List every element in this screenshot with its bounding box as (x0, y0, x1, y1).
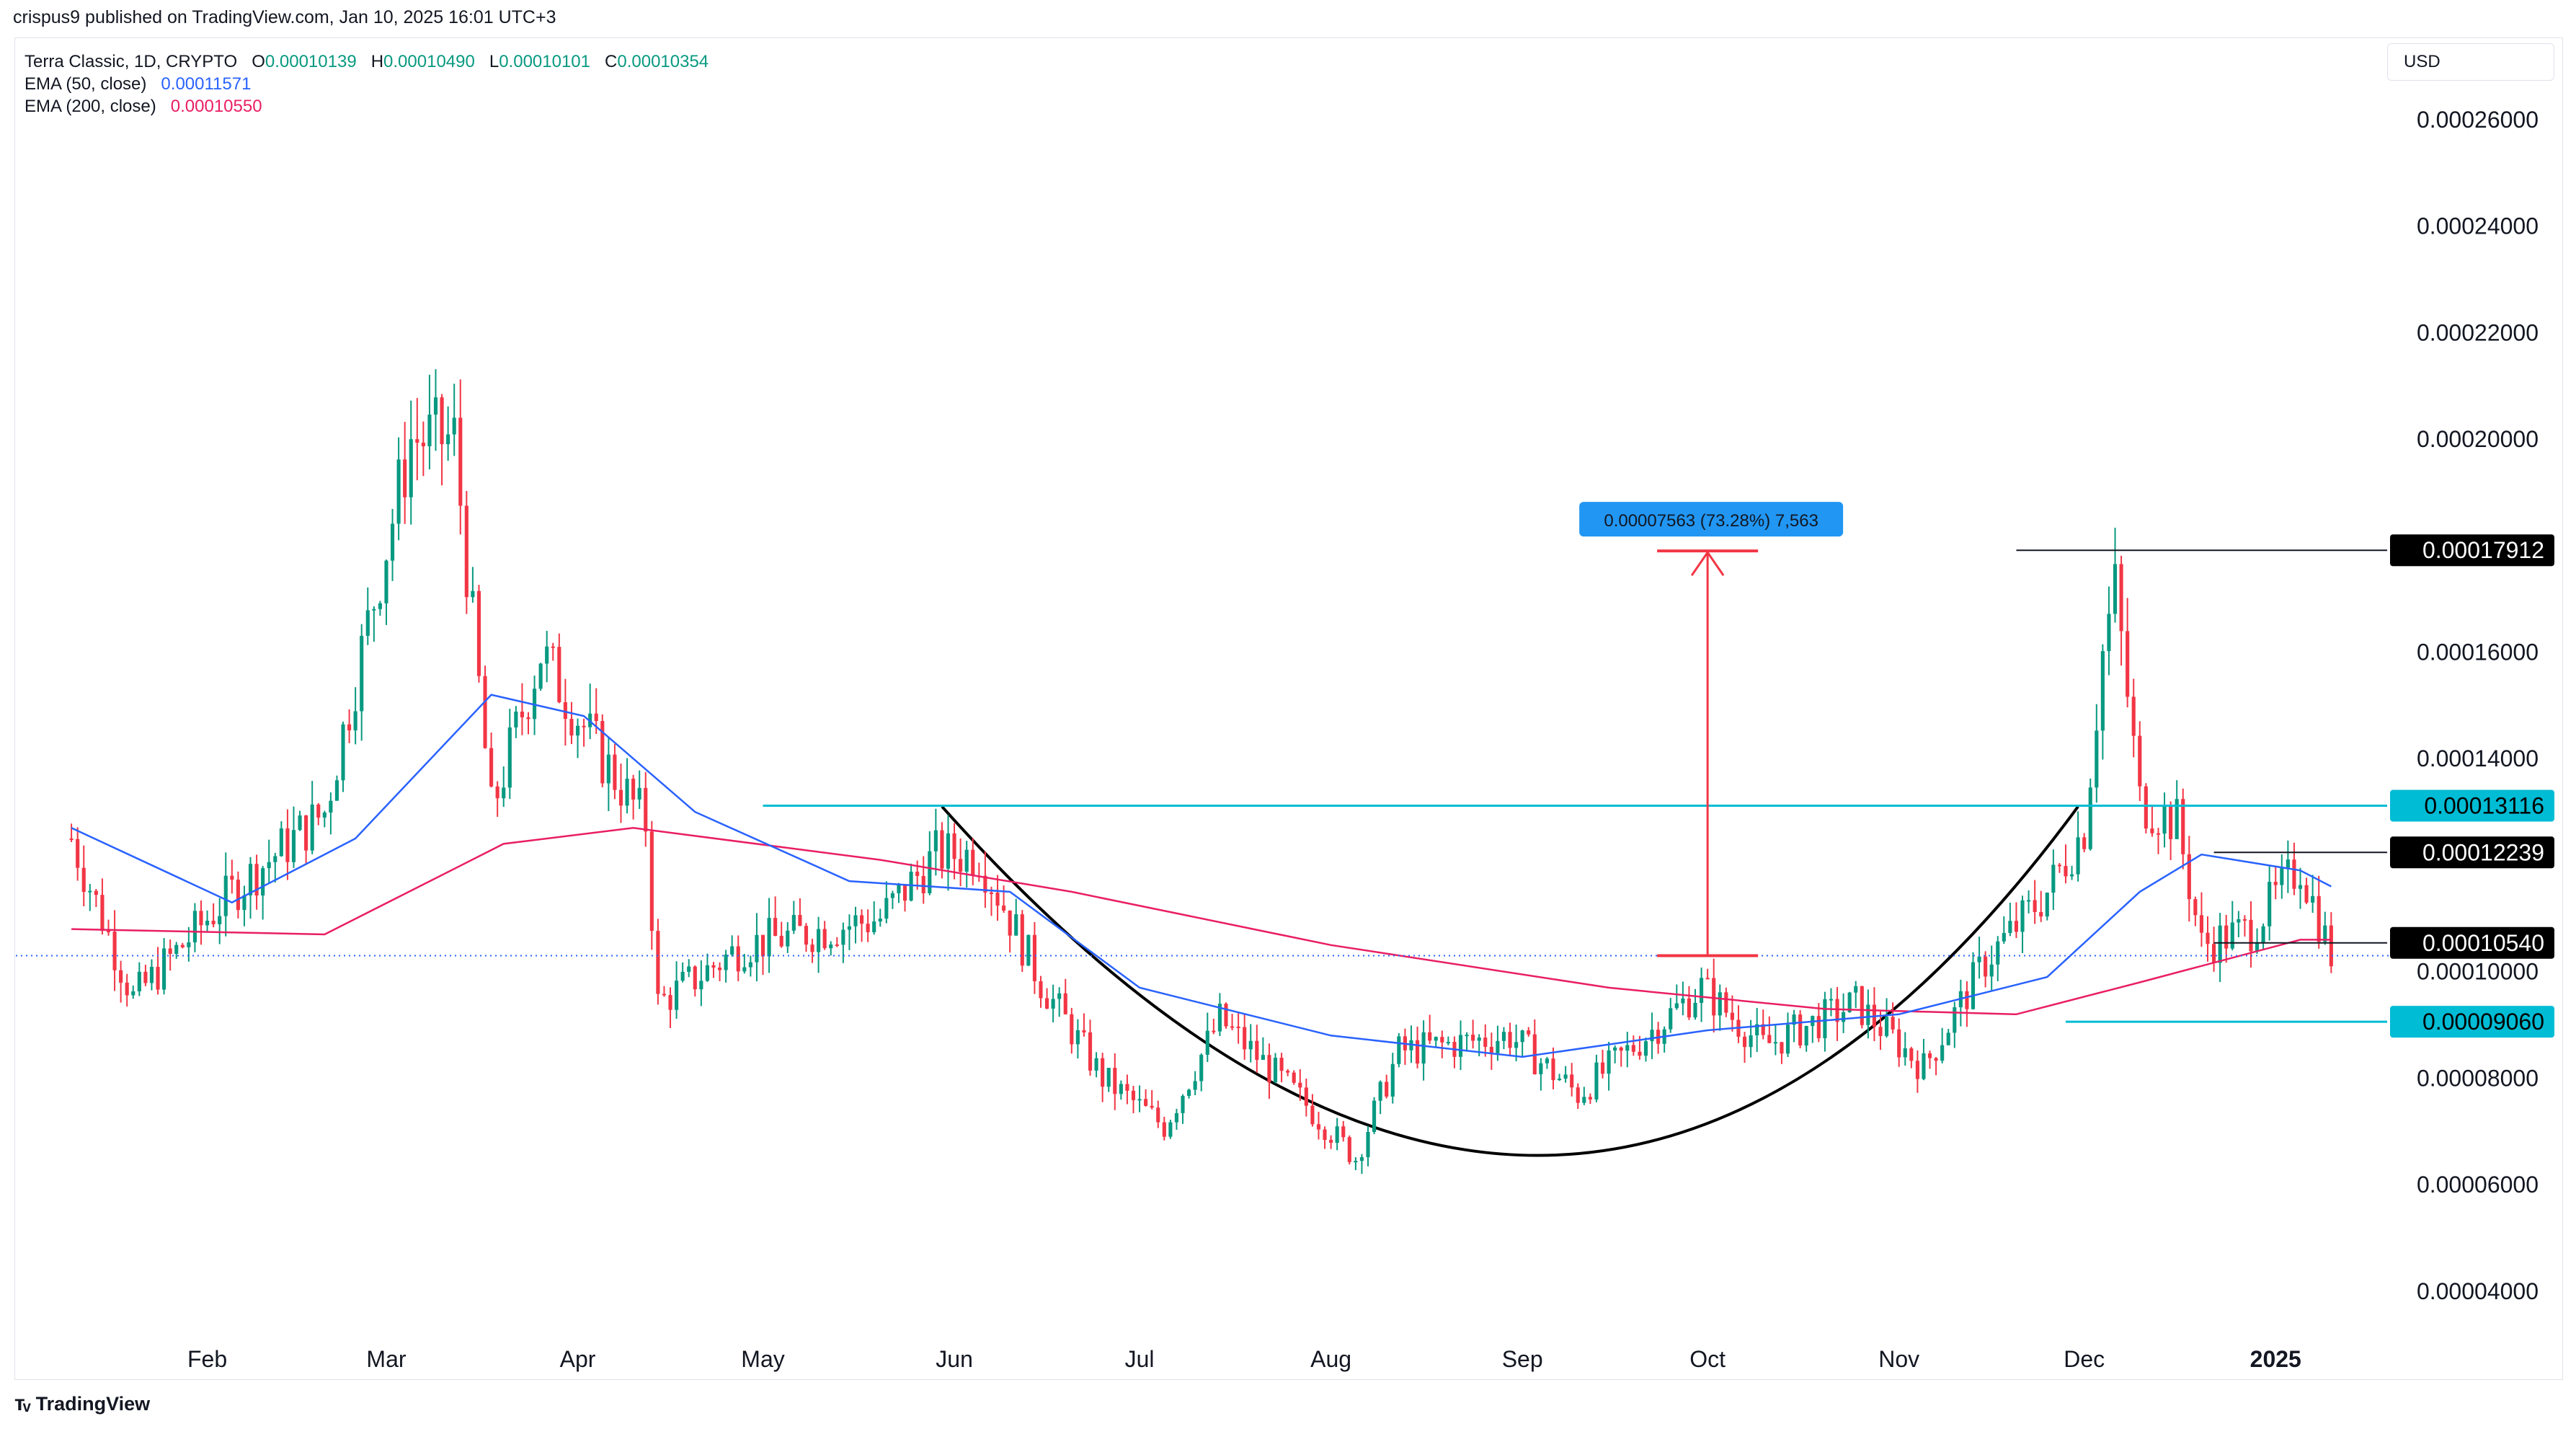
footer-brand-label: TradingView (35, 1392, 151, 1415)
legend-l-label: L (489, 52, 499, 71)
legend-ema50-value: 0.00011571 (161, 74, 252, 94)
tradingview-logo-icon: ᴛᵥ (14, 1392, 31, 1415)
legend-ema200-label: EMA (200, close) (25, 97, 156, 116)
legend-ema200-value: 0.00010550 (170, 97, 262, 116)
publisher-line: crispus9 published on TradingView.com, J… (13, 7, 556, 27)
legend-ema200-row[interactable]: EMA (200, close) 0.00010550 (25, 95, 709, 118)
legend-o-value: 0.00010139 (265, 52, 357, 71)
footer-brand[interactable]: ᴛᵥ TradingView (14, 1392, 150, 1416)
legend-ema50-label: EMA (50, close) (25, 74, 147, 94)
legend-o-label: O (252, 52, 265, 71)
legend-ema50-row[interactable]: EMA (50, close) 0.00011571 (25, 73, 709, 95)
legend-h-value: 0.00010490 (383, 52, 475, 71)
chart-frame (14, 37, 2563, 1380)
legend-symbol[interactable]: Terra Classic, 1D, CRYPTO (25, 52, 238, 71)
chart-legend: Terra Classic, 1D, CRYPTO O0.00010139 H0… (25, 50, 709, 118)
currency-selector[interactable]: USD (2387, 43, 2554, 81)
legend-c-value: 0.00010354 (617, 52, 709, 71)
legend-h-label: H (370, 52, 384, 71)
legend-symbol-row: Terra Classic, 1D, CRYPTO O0.00010139 H0… (25, 50, 709, 73)
legend-c-label: C (605, 52, 618, 71)
legend-l-value: 0.00010101 (499, 52, 590, 71)
